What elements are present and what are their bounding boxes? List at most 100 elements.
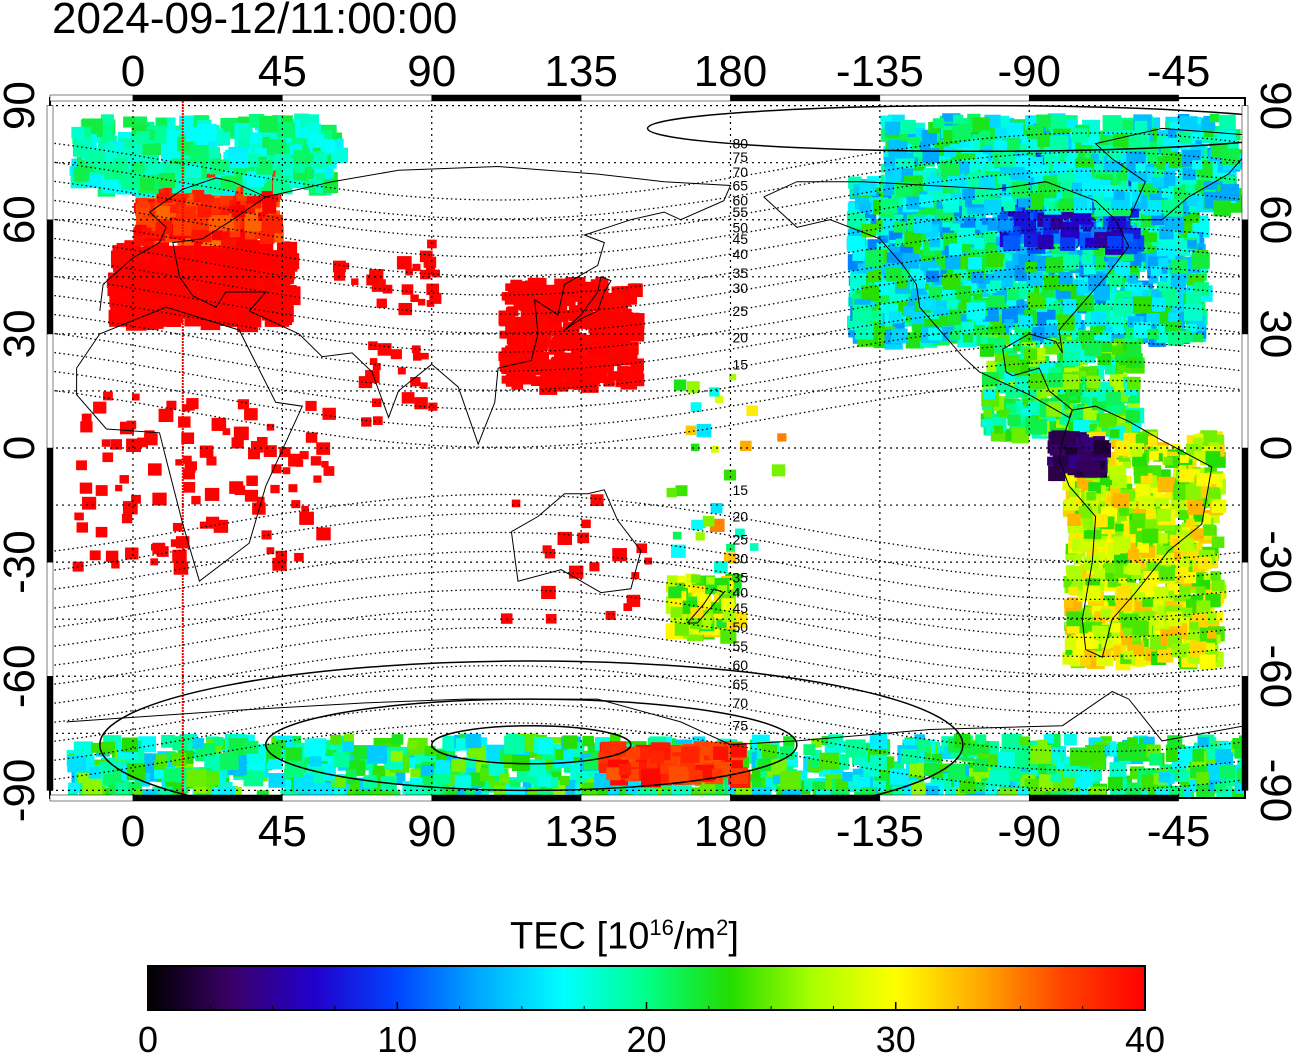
tec-cell-north-america	[1127, 316, 1141, 328]
tec-cell-arctic-strip	[82, 137, 93, 147]
tec-cell-central-america	[1112, 345, 1123, 356]
tec-cell-east-asia	[549, 325, 563, 337]
tec-cell-africa	[199, 445, 214, 458]
tec-cell-africa	[187, 461, 198, 471]
tec-cell-north-america	[896, 279, 907, 289]
tec-cell-central-america	[1086, 375, 1101, 389]
tec-cell-east-asia	[588, 322, 601, 333]
tec-cell-amazon-low	[1093, 440, 1110, 455]
tec-cell-africa	[80, 421, 93, 433]
tec-cell-east-asia	[608, 355, 622, 367]
tec-cell-north-america	[956, 285, 972, 300]
tec-cell-arctic-strip	[331, 147, 349, 163]
tec-cell-central-america	[979, 343, 995, 357]
tec-cell-north-america	[1083, 264, 1095, 275]
tec-cell-europe	[129, 261, 147, 277]
tec-cell-central-asia	[333, 270, 346, 281]
tec-cell-east-asia	[603, 376, 615, 387]
tec-cell-north-america	[1065, 326, 1079, 339]
tec-cell-central-america	[983, 408, 993, 417]
tec-cell-central-asia	[376, 298, 387, 308]
tec-cell-north-america	[1027, 292, 1046, 309]
tec-cell-africa	[151, 544, 159, 551]
tec-cell-india	[372, 416, 383, 426]
tec-cell-north-america	[1133, 296, 1152, 314]
tec-cell-central-america	[1021, 407, 1032, 417]
tec-cell-scandinavia	[212, 230, 223, 241]
tec-cell-south-america	[1172, 643, 1188, 658]
tec-cell-north-america	[1147, 329, 1159, 340]
tec-cell-north-america	[1043, 296, 1054, 306]
tec-cell-australia	[541, 585, 556, 600]
tec-cell-arctic-strip	[179, 179, 191, 191]
tec-cell-east-asia	[528, 359, 539, 368]
tec-cell-north-america	[1108, 315, 1122, 327]
tec-cell-south-america	[1149, 617, 1159, 626]
tec-cell-south-america	[1063, 499, 1077, 511]
tec-cell-east-asia	[536, 366, 545, 374]
tec-cell-south-america	[1091, 530, 1102, 540]
tec-cell-south-america	[1094, 497, 1105, 506]
tec-cell-central-asia	[429, 292, 442, 304]
tec-cell-central-asia	[332, 260, 346, 273]
tec-cell-greenland	[1194, 131, 1204, 141]
tec-cell-north-america	[903, 306, 915, 317]
tec-cell-east-asia	[505, 283, 514, 291]
tec-cell-north-america	[875, 325, 886, 335]
tec-cell-europe	[224, 278, 239, 291]
tec-cell-south-america	[1119, 507, 1129, 516]
tec-cell-africa	[81, 413, 92, 423]
tec-cell-greenland	[1148, 117, 1161, 129]
tec-cell-greenland	[1029, 156, 1043, 169]
tec-cell-arctic-strip	[315, 172, 326, 182]
tec-cell-central-america	[1080, 396, 1090, 405]
tec-cell-greenland	[953, 114, 964, 124]
tec-cell-india	[365, 370, 380, 384]
tec-cell-australia	[612, 548, 627, 562]
tec-cell-arctic-strip	[239, 127, 251, 138]
tec-cell-arctic-strip	[277, 122, 296, 139]
tec-cell-south-america	[1144, 519, 1157, 531]
tec-cell-africa	[275, 550, 288, 562]
tec-cell-greenland	[994, 127, 1008, 139]
tec-cell-greenland	[880, 198, 898, 214]
tec-cell-south-america	[1178, 538, 1195, 553]
tec-cell-australia	[568, 565, 584, 579]
tec-cell-south-america	[1203, 573, 1213, 582]
tec-cell-north-america	[865, 250, 884, 267]
tec-cell-arctic-strip	[237, 116, 251, 128]
tec-cell-greenland	[1160, 146, 1171, 156]
tec-cell-greenland	[880, 115, 892, 126]
tec-cell-south-america	[1200, 430, 1218, 446]
tec-cell-africa	[263, 445, 277, 458]
tec-cell-australia	[577, 532, 590, 544]
tec-cell-south-america	[1156, 533, 1168, 544]
tec-cell-arctic-strip	[131, 161, 145, 173]
tec-cell-central-america	[999, 409, 1010, 419]
tec-cell-europe	[137, 293, 156, 310]
tec-cell-south-america	[1178, 510, 1190, 520]
tec-cell-north-america	[900, 245, 913, 257]
tec-cell-canada-low	[1052, 233, 1064, 244]
tec-cell-south-america	[1199, 654, 1216, 669]
tec-cell-scandinavia	[244, 227, 259, 240]
tec-cell-arctic-strip	[249, 132, 262, 144]
tec-cell-north-america	[1108, 274, 1123, 288]
tec-cell-arctic-strip	[139, 177, 155, 192]
tec-cell-amazon-low	[1078, 452, 1092, 465]
tec-cell-africa	[152, 542, 166, 555]
tec-cell-greenland	[1010, 166, 1025, 180]
tec-cell-greenland	[1053, 161, 1068, 174]
tec-cell-south-america	[1065, 549, 1078, 561]
tec-cell-north-america	[871, 225, 882, 235]
tec-cell-north-america	[861, 285, 880, 302]
tec-cell-europe	[231, 289, 242, 299]
tec-cell-central-america	[1114, 351, 1127, 362]
tec-cell-greenland	[1221, 148, 1240, 166]
tec-cell-amazon-low	[1047, 456, 1058, 466]
tec-cell-greenland	[961, 141, 975, 154]
tec-cell-europe	[125, 276, 140, 289]
tec-cell-africa	[266, 423, 275, 431]
tec-cell-arctic-strip	[209, 160, 226, 175]
tec-cell-arctic-strip	[224, 169, 237, 181]
